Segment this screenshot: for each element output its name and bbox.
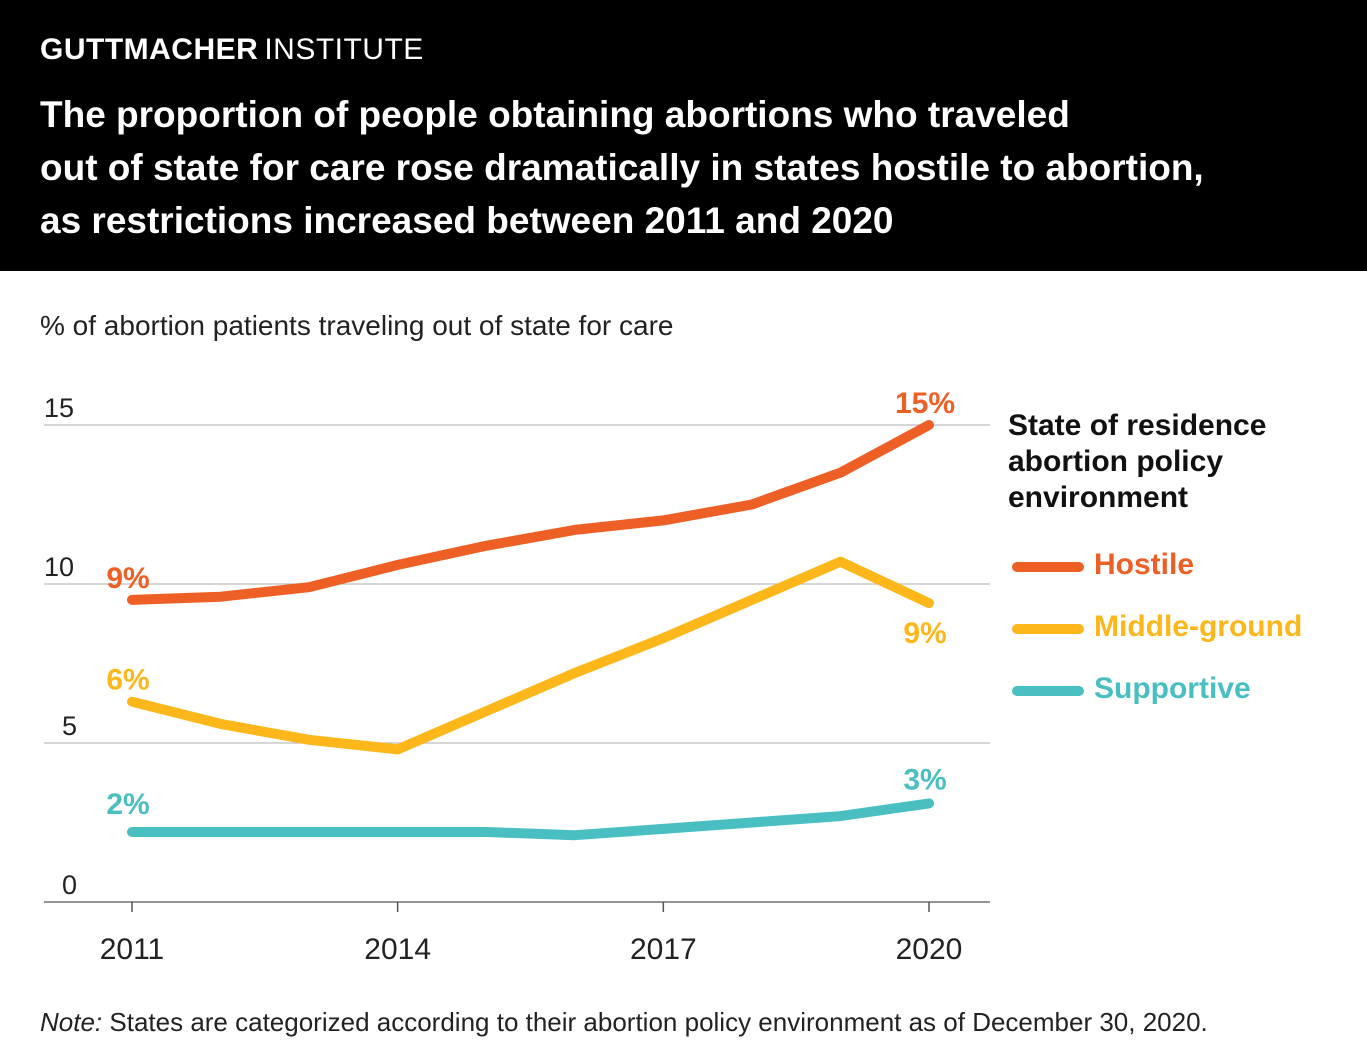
header-banner: GUTTMACHER INSTITUTE The proportion of pe… <box>0 0 1367 271</box>
x-tick-label: 2020 <box>896 933 963 966</box>
data-label-start-supportive: 2% <box>106 788 149 821</box>
brand-name-bold: GUTTMACHER <box>40 33 259 66</box>
legend-title-line: abortion policy <box>1008 445 1224 478</box>
data-label-end-middle-ground: 9% <box>903 617 946 650</box>
legend-swatch-middle-ground <box>1012 624 1084 634</box>
legend-label-hostile: Hostile <box>1094 548 1195 581</box>
legend-swatch-supportive <box>1012 686 1084 696</box>
legend: State of residence abortion policy envir… <box>1008 408 1348 728</box>
brand-name-light: INSTITUTE <box>264 33 424 66</box>
legend-title-line: State of residence <box>1008 409 1267 442</box>
legend-item-middle-ground: Middle-ground <box>1008 604 1348 666</box>
legend-title-line: environment <box>1008 481 1189 514</box>
legend-label-supportive: Supportive <box>1094 672 1251 705</box>
footnote: Note: States are categorized according t… <box>40 1007 1208 1038</box>
chart-title-line: The proportion of people obtaining abort… <box>40 94 1070 135</box>
series-line-middle-ground <box>127 556 934 755</box>
data-label-end-supportive: 3% <box>903 763 946 796</box>
data-label-start-middle-ground: 6% <box>106 664 149 697</box>
x-tick-label: 2014 <box>364 933 431 966</box>
y-axis-label: % of abortion patients traveling out of … <box>40 310 674 341</box>
y-tick-label: 0 <box>62 870 77 900</box>
legend-item-hostile: Hostile <box>1008 542 1348 604</box>
y-tick-label: 15 <box>44 393 74 423</box>
series-line-hostile <box>127 420 934 605</box>
series-line-supportive <box>127 798 934 841</box>
legend-label-middle-ground: Middle-ground <box>1094 610 1303 643</box>
legend-title: State of residence abortion policy envir… <box>1008 408 1348 516</box>
footnote-text: States are categorized according to thei… <box>102 1007 1208 1037</box>
y-tick-label: 5 <box>62 711 77 741</box>
x-tick-label: 2017 <box>630 933 697 966</box>
brand-logo: GUTTMACHER INSTITUTE <box>40 30 424 70</box>
data-label-start-hostile: 9% <box>106 562 149 595</box>
legend-item-supportive: Supportive <box>1008 666 1348 728</box>
y-tick-label: 10 <box>44 552 74 582</box>
chart-title-line: out of state for care rose dramatically … <box>40 147 1204 188</box>
legend-swatch-hostile <box>1012 562 1084 572</box>
x-tick-label: 2011 <box>100 933 165 966</box>
chart-title-line: as restrictions increased between 2011 a… <box>40 200 894 241</box>
data-label-end-hostile: 15% <box>895 387 955 420</box>
footnote-label: Note: <box>40 1007 103 1037</box>
chart-title: The proportion of people obtaining abort… <box>40 88 1340 247</box>
